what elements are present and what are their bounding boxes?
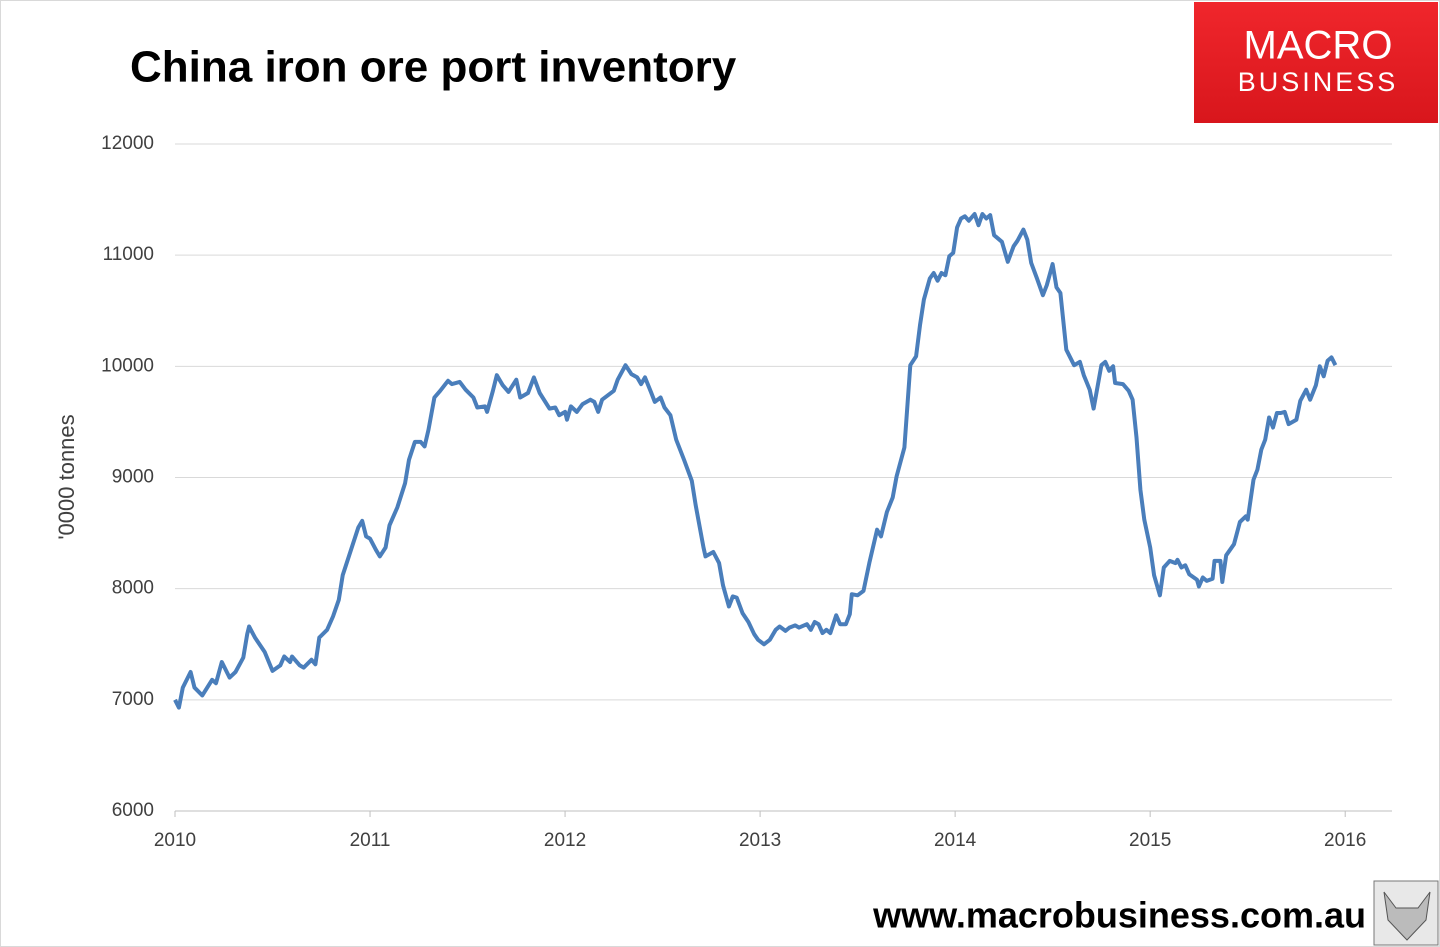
logo-line1: MACRO: [1244, 24, 1393, 68]
x-tick-label: 2012: [544, 830, 586, 851]
y-axis-label: '0000 tonnes: [54, 414, 79, 539]
x-tick-label: 2015: [1129, 830, 1171, 851]
y-tick-label: 10000: [101, 355, 154, 376]
y-tick-label: 11000: [103, 244, 154, 265]
y-tick-label: 8000: [112, 578, 154, 599]
x-tick-label: 2013: [739, 830, 781, 851]
y-tick-label: 9000: [112, 467, 154, 488]
chart-title: China iron ore port inventory: [130, 43, 737, 92]
y-tick-label: 7000: [112, 689, 154, 710]
wolf-icon-face: [1383, 891, 1431, 941]
y-tick-label: 6000: [112, 800, 154, 821]
x-tick-label: 2016: [1324, 830, 1366, 851]
logo-box: [1194, 2, 1438, 123]
x-tick-label: 2010: [154, 830, 196, 851]
footer-url: www.macrobusiness.com.au: [872, 895, 1366, 936]
logo-line2: BUSINESS: [1238, 67, 1399, 97]
x-tick-label: 2011: [350, 830, 391, 851]
data-line: [173, 212, 1338, 710]
y-tick-label: 12000: [101, 133, 154, 154]
x-tick-label: 2014: [934, 830, 977, 851]
